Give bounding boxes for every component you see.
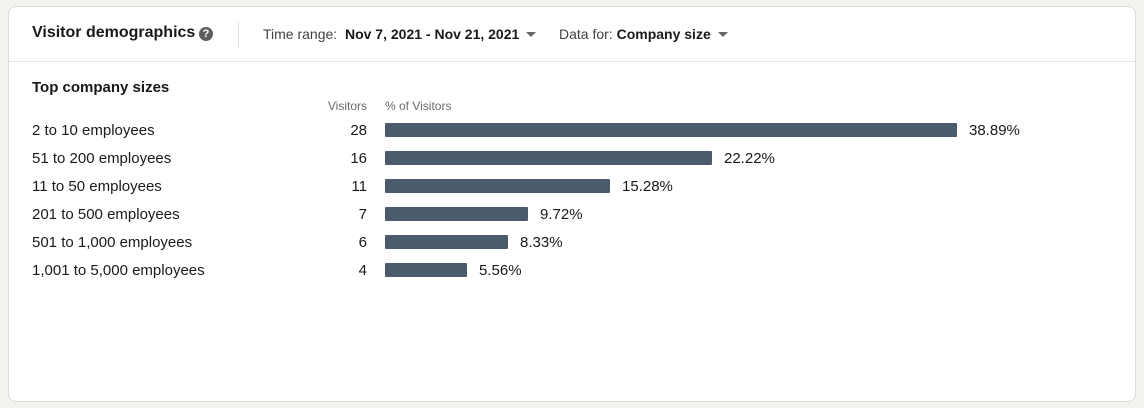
company-size-label: 201 to 500 employees: [32, 206, 180, 223]
percent-bar: [385, 151, 712, 165]
visitor-demographics-card: Visitor demographics ? Time range: Nov 7…: [8, 6, 1136, 402]
company-size-label: 501 to 1,000 employees: [32, 234, 193, 251]
visitor-count: 11: [351, 178, 367, 195]
visitor-count: 4: [358, 262, 367, 279]
percent-value: 15.28%: [622, 178, 673, 195]
percent-value: 38.89%: [969, 122, 1020, 139]
company-size-label: 2 to 10 employees: [32, 122, 155, 139]
percent-bar: [385, 123, 957, 137]
percent-value: 9.72%: [540, 206, 583, 223]
company-size-label: 11 to 50 employees: [32, 178, 162, 195]
column-header-visitors: Visitors: [327, 99, 367, 113]
percent-bar: [385, 179, 610, 193]
time-range-dropdown[interactable]: Time range: Nov 7, 2021 - Nov 21, 2021: [263, 26, 537, 42]
company-size-label: 1,001 to 5,000 employees: [32, 262, 205, 279]
percent-value: 8.33%: [520, 234, 563, 251]
column-header-percent: % of Visitors: [385, 99, 452, 113]
percent-bar: [385, 263, 467, 277]
data-for-label: Data for:: [559, 26, 613, 42]
caret-down-icon: [717, 31, 728, 37]
list-item: 1,001 to 5,000 employees 4 5.56%: [9, 257, 1135, 285]
data-for-dropdown[interactable]: Data for: Company size: [559, 26, 728, 42]
visitor-count: 28: [350, 122, 367, 139]
time-range-label: Time range:: [263, 26, 338, 42]
list-item: 51 to 200 employees 16 22.22%: [9, 145, 1135, 173]
percent-value: 5.56%: [479, 262, 522, 279]
data-for-value: Company size: [616, 26, 711, 42]
visitor-count: 16: [350, 150, 367, 167]
time-range-value: Nov 7, 2021 - Nov 21, 2021: [344, 26, 520, 42]
visitor-count: 7: [358, 206, 367, 223]
caret-down-icon: [526, 31, 537, 37]
list-item: 2 to 10 employees 28 38.89%: [9, 117, 1135, 145]
list-item: 201 to 500 employees 7 9.72%: [9, 201, 1135, 229]
percent-value: 22.22%: [724, 150, 775, 167]
card-header: Visitor demographics ? Time range: Nov 7…: [9, 7, 1135, 62]
percent-bar: [385, 207, 528, 221]
company-size-list: 2 to 10 employees 28 38.89% 51 to 200 emplo…: [9, 117, 1135, 285]
list-item: 11 to 50 employees 11 15.28%: [9, 173, 1135, 201]
percent-bar: [385, 235, 508, 249]
card-title: Visitor demographics: [32, 24, 196, 41]
header-divider: [238, 22, 239, 48]
visitor-count: 6: [358, 234, 367, 251]
list-item: 501 to 1,000 employees 6 8.33%: [9, 229, 1135, 257]
help-icon[interactable]: ?: [199, 27, 213, 41]
section-title: Top company sizes: [32, 79, 170, 96]
company-size-label: 51 to 200 employees: [32, 150, 172, 167]
